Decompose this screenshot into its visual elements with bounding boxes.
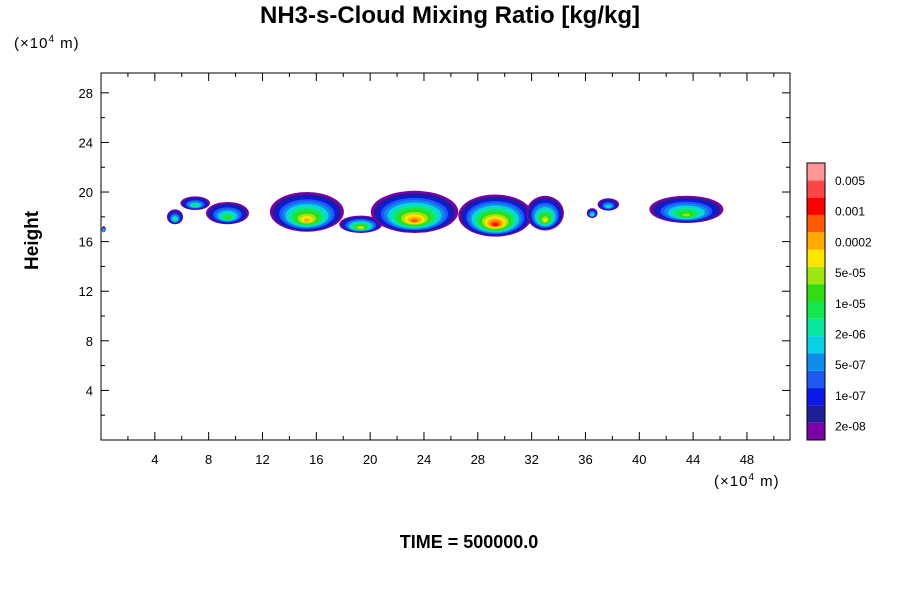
y-tick-label: 20 <box>79 185 93 200</box>
cloud-2 <box>180 196 211 211</box>
colorbar-label: 1e-07 <box>835 389 866 403</box>
y-unit-suffix: m) <box>55 35 80 52</box>
y-tick-label: 24 <box>79 135 93 150</box>
colorbar-swatch <box>807 388 825 406</box>
cloud-level <box>606 205 610 208</box>
y-axis: 4 8 12 16 20 24 28 <box>79 86 790 416</box>
time-label: TIME = 500000.0 <box>399 532 539 552</box>
x-tick-label: 8 <box>205 452 212 467</box>
colorbar-swatch <box>807 284 825 302</box>
x-tick-label: 4 <box>151 452 158 467</box>
x-tick-label: 32 <box>524 452 538 467</box>
x-tick-label: 40 <box>632 452 646 467</box>
colorbar-label: 5e-05 <box>835 266 866 280</box>
cloud-4 <box>166 209 184 225</box>
colorbar-label: 1e-05 <box>835 297 866 311</box>
y-tick-label: 16 <box>79 235 93 250</box>
cloud-level <box>411 218 418 223</box>
colorbar-swatch <box>807 180 825 198</box>
cloud-1 <box>101 226 106 233</box>
cloud-level <box>193 205 198 207</box>
cloud-6 <box>339 215 383 233</box>
colorbar-swatch <box>807 353 825 371</box>
y-axis-unit: (×104 m) <box>14 34 80 52</box>
cloud-11 <box>586 208 598 219</box>
colorbar-label: 0.0002 <box>835 235 872 249</box>
colorbar-swatch <box>807 197 825 215</box>
colorbar-swatch <box>807 318 825 337</box>
x-tick-label: 24 <box>417 452 431 467</box>
colorbar-swatch <box>807 232 825 250</box>
colorbar-frame <box>806 162 826 441</box>
colorbar-swatch <box>807 422 825 440</box>
colorbar-swatch <box>807 214 825 233</box>
cloud-7 <box>370 190 459 233</box>
x-tick-label: 12 <box>255 452 269 467</box>
cloud-5 <box>269 192 344 232</box>
y-unit-prefix: (×10 <box>14 35 49 52</box>
cloud-8 <box>458 194 533 237</box>
x-tick-label: 16 <box>309 452 323 467</box>
y-tick-label: 12 <box>79 284 93 299</box>
colorbar-label: 0.001 <box>835 205 865 219</box>
plot-frame <box>100 72 791 441</box>
colorbar-label: 2e-06 <box>835 328 866 342</box>
colorbar-swatch <box>807 336 825 354</box>
x-unit-exponent: 4 <box>748 472 756 483</box>
x-tick-label: 28 <box>471 452 485 467</box>
x-unit-prefix: (×10 <box>714 473 749 490</box>
colorbar-swatch <box>807 249 825 267</box>
colorbar-swatch <box>807 163 825 181</box>
cloud-level <box>682 213 691 217</box>
chart-title: NH3-s-Cloud Mixing Ratio [kg/kg] <box>260 2 640 29</box>
x-tick-label: 48 <box>740 452 754 467</box>
cloud-level <box>591 214 593 216</box>
cloud-level <box>543 218 547 222</box>
colorbar-swatch <box>807 266 825 285</box>
cloud-level <box>174 218 177 221</box>
x-axis-unit: (×104 m) <box>714 472 780 490</box>
x-unit-suffix: m) <box>755 473 780 490</box>
colorbar-swatch <box>807 405 825 423</box>
x-tick-label: 44 <box>686 452 700 467</box>
cloud-level <box>303 218 310 222</box>
colorbar-label: 0.005 <box>835 174 865 188</box>
colorbar-swatch <box>807 301 825 319</box>
y-tick-label: 8 <box>86 334 93 349</box>
cloud-level <box>225 216 230 219</box>
cloud-12 <box>649 195 724 224</box>
y-tick-label: 28 <box>79 86 93 101</box>
colorbar-label: 2e-08 <box>835 420 866 434</box>
cloud-10 <box>597 198 620 211</box>
colorbar: 0.005 0.001 0.0002 5e-05 1e-05 2e-06 5e-07 1e-0… <box>806 162 872 441</box>
cloud-9 <box>526 195 564 231</box>
cloud-level <box>492 222 498 226</box>
y-unit-exponent: 4 <box>48 34 56 45</box>
colorbar-label: 5e-07 <box>835 358 866 372</box>
x-tick-label: 36 <box>578 452 592 467</box>
cloud-field <box>101 190 724 237</box>
cloud-3 <box>205 201 250 225</box>
cloud-level <box>358 227 363 229</box>
colorbar-swatch <box>807 370 825 389</box>
x-tick-label: 20 <box>363 452 377 467</box>
y-tick-label: 4 <box>86 383 93 398</box>
x-axis: 4 8 12 16 20 24 28 32 36 40 44 48 <box>127 73 775 467</box>
